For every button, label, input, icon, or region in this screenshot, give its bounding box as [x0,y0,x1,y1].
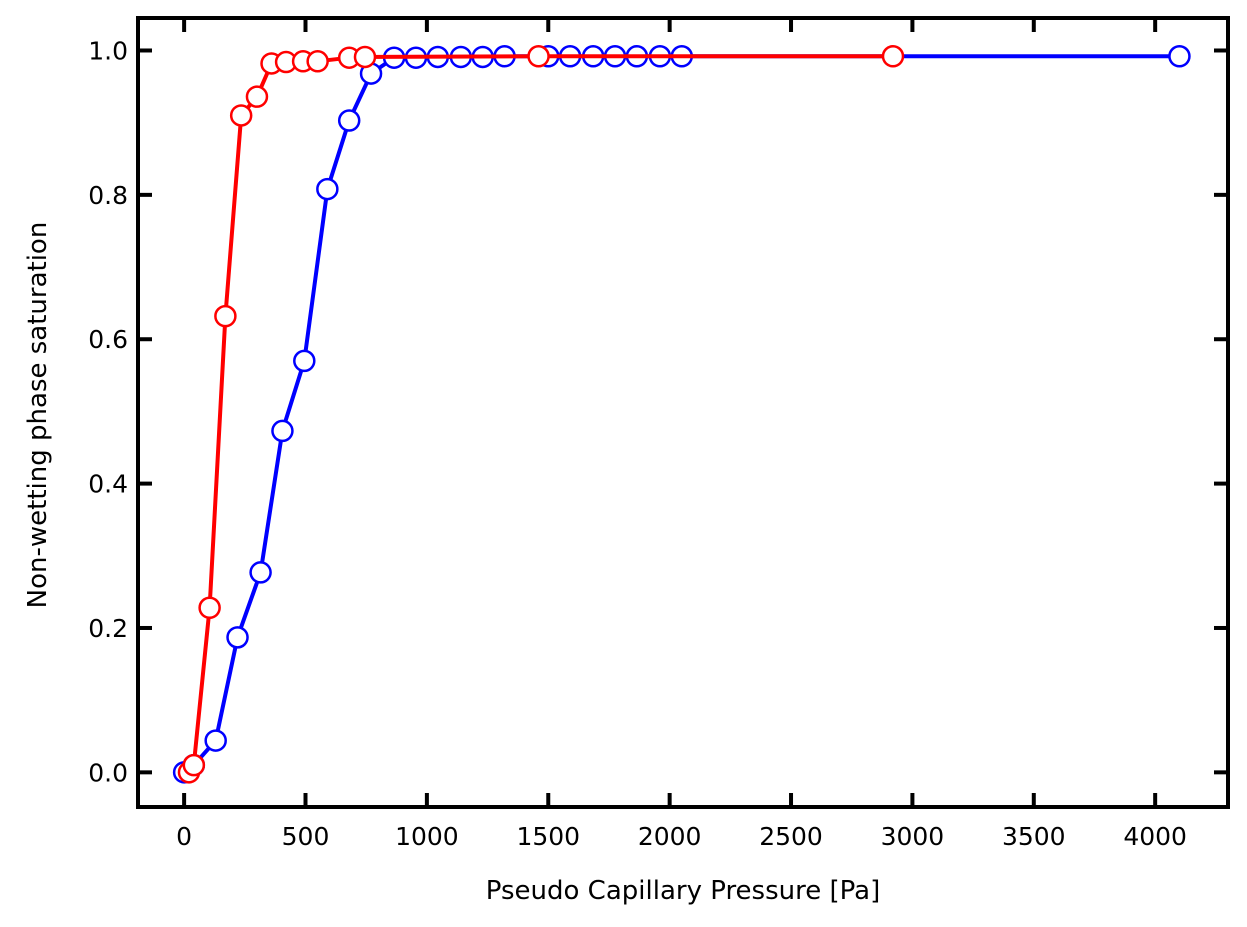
x-tick-label: 4000 [1123,822,1187,851]
data-point [226,626,249,649]
x-tick-label: 1500 [516,822,580,851]
y-tick-label: 0.4 [88,470,128,499]
x-axis-label: Pseudo Capillary Pressure [Pa] [486,876,880,906]
series-2 [177,45,905,784]
data-point [881,45,905,68]
ticks-layer: 0 500 1000 1500 2000 2500 3000 3500 4000 0.0 0.2 0.… [88,18,1228,851]
data-point [353,45,377,69]
y-tick-label: 0.8 [88,181,128,210]
series-line [187,54,893,774]
data-point [271,419,294,443]
data-point [337,109,361,132]
series-1 [172,45,1191,784]
data-point [229,104,253,127]
data-point [214,304,237,328]
series-layer [172,45,1191,784]
x-tick-label: 3000 [881,822,945,851]
x-tick-label: 2000 [638,822,702,851]
data-point [204,729,227,752]
y-tick-label: 1.0 [88,36,128,65]
y-tick-label: 0.0 [88,758,128,787]
series-line [182,54,1180,774]
data-point [1168,45,1191,68]
y-tick-label: 0.6 [88,325,128,354]
data-point [249,561,272,584]
y-axis-label: Non-wetting phase saturation [23,222,53,609]
x-tick-label: 3500 [1002,822,1066,851]
x-tick-label: 2500 [759,822,823,851]
data-point [198,596,221,620]
data-point [527,45,550,68]
data-point [182,753,206,777]
x-tick-label: 1000 [395,822,459,851]
data-point [316,177,339,201]
y-tick-label: 0.2 [88,614,128,643]
data-point [245,85,269,108]
x-tick-label: 500 [282,822,330,851]
data-point [293,349,316,373]
data-point [306,50,329,73]
x-tick-label: 0 [176,822,192,851]
plot-frame [136,16,1230,809]
